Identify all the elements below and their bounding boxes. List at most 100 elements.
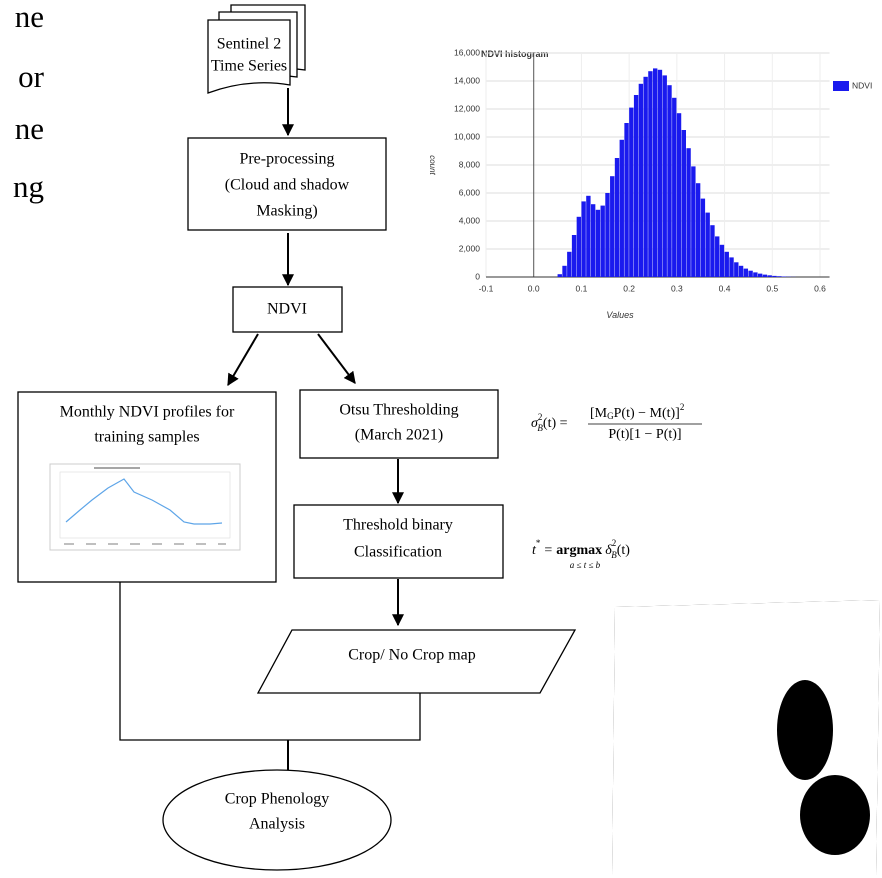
bar	[667, 85, 671, 277]
x-tick-label: 0.2	[623, 283, 635, 293]
process-box	[300, 390, 498, 458]
bar	[577, 217, 581, 277]
bar	[768, 275, 772, 277]
node-text: Otsu Thresholding	[339, 402, 458, 419]
bar	[701, 199, 705, 277]
bar	[624, 123, 628, 277]
bar	[720, 245, 724, 277]
y-tick-label: 12,000	[454, 103, 480, 113]
x-tick-label: 0.6	[814, 283, 826, 293]
bar	[725, 252, 729, 277]
node-text: Monthly NDVI profiles for	[60, 404, 235, 421]
formula: [MGP(t) − M(t)]2	[590, 402, 684, 421]
node-text: Classification	[354, 544, 442, 561]
bar	[639, 84, 643, 277]
bar	[562, 266, 566, 277]
bar	[763, 275, 767, 277]
bar	[658, 70, 662, 277]
y-tick-label: 6,000	[459, 187, 481, 197]
bar	[748, 271, 752, 277]
bar	[705, 213, 709, 277]
cut-text: ne	[15, 111, 44, 146]
bar	[729, 257, 733, 277]
bar	[672, 98, 676, 277]
bar	[682, 130, 686, 277]
node-text: Masking)	[256, 203, 317, 220]
arrow	[318, 334, 355, 383]
bar	[772, 276, 776, 277]
node-text: (March 2021)	[355, 427, 443, 444]
bar	[744, 269, 748, 277]
node-text: Analysis	[249, 816, 305, 833]
bar	[629, 108, 633, 277]
x-tick-label: -0.1	[479, 283, 494, 293]
bar	[615, 158, 619, 277]
bar	[620, 140, 624, 277]
y-tick-label: 8,000	[459, 159, 481, 169]
y-tick-label: 0	[475, 271, 480, 281]
arrow	[228, 334, 258, 385]
bar	[643, 77, 647, 277]
cut-text: ng	[13, 169, 44, 204]
y-tick-label: 16,000	[454, 47, 480, 57]
bar	[677, 113, 681, 277]
bar	[581, 201, 585, 277]
node-text: Threshold binary	[343, 517, 453, 534]
flow-diagram: ne or ne ng Sentinel 2 Time Series Pre-p…	[0, 0, 882, 878]
bar	[691, 166, 695, 277]
cut-text: or	[18, 59, 45, 94]
formula: a ≤ t ≤ b	[570, 560, 601, 570]
bar	[567, 252, 571, 277]
bar	[601, 206, 605, 277]
legend-label: NDVI	[852, 80, 872, 90]
node-text: training samples	[94, 429, 199, 446]
x-tick-label: 0.0	[528, 283, 540, 293]
bar	[591, 204, 595, 277]
bar	[710, 225, 714, 277]
x-axis-label: Values	[606, 310, 634, 320]
histogram: NDVI histogram Values count NDVI 0 2,000 4…	[428, 40, 872, 332]
profile-thumbnail	[50, 464, 240, 550]
formula: P(t)[1 − P(t)]	[608, 427, 681, 442]
y-tick-label: 2,000	[459, 243, 481, 253]
node-text: Crop Phenology	[225, 791, 329, 808]
y-axis-label: count	[428, 155, 437, 175]
x-tick-label: 0.3	[671, 283, 683, 293]
node-text: (Cloud and shadow	[225, 177, 350, 194]
classified-image	[612, 600, 880, 876]
bar	[558, 274, 562, 277]
bar	[734, 262, 738, 277]
bar	[696, 183, 700, 277]
bar	[648, 71, 652, 277]
bar	[634, 95, 638, 277]
node-text: Sentinel 2	[217, 36, 281, 53]
bar	[663, 75, 667, 277]
node-text: Time Series	[211, 58, 287, 75]
legend-swatch	[833, 81, 849, 91]
y-tick-label: 4,000	[459, 215, 481, 225]
cut-text: ne	[15, 0, 44, 34]
bar	[758, 274, 762, 277]
y-tick-label: 14,000	[454, 75, 480, 85]
chart-title: NDVI histogram	[481, 49, 549, 59]
bar	[739, 266, 743, 277]
node-text: Pre-processing	[239, 151, 334, 168]
x-tick-label: 0.1	[576, 283, 588, 293]
bar	[586, 196, 590, 277]
bar	[777, 276, 781, 277]
bar	[610, 176, 614, 277]
bar	[753, 272, 757, 277]
x-tick-label: 0.5	[766, 283, 778, 293]
bar	[596, 210, 600, 277]
bar	[605, 193, 609, 277]
x-tick-label: 0.4	[719, 283, 731, 293]
node-text: Crop/ No Crop map	[348, 647, 476, 664]
bar	[686, 148, 690, 277]
bar	[653, 68, 657, 277]
bar	[572, 235, 576, 277]
node-text: NDVI	[267, 301, 307, 318]
bar	[715, 236, 719, 277]
y-tick-label: 10,000	[454, 131, 480, 141]
